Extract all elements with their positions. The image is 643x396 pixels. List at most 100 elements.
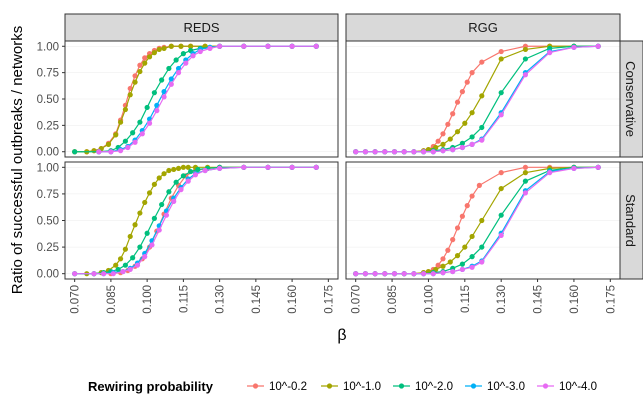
data-point — [522, 190, 529, 196]
data-point — [185, 178, 191, 184]
x-tick-label: 0.085 — [106, 285, 118, 314]
data-point — [498, 48, 504, 55]
data-point — [175, 65, 182, 72]
legend-key-point — [542, 383, 549, 389]
facet-row-strip-conservative: Conservative — [619, 40, 643, 158]
x-tick-label: 0.175 — [605, 285, 617, 314]
y-tick-label: 0.75 — [37, 189, 59, 201]
y-tick-label: 1.00 — [37, 41, 59, 53]
data-point — [151, 90, 157, 96]
data-point — [175, 70, 182, 76]
legend-item-10-1-0: 10^-1.0 — [321, 381, 381, 393]
data-point — [440, 141, 446, 147]
data-point — [462, 244, 468, 250]
data-point — [137, 68, 143, 75]
data-point — [498, 112, 504, 118]
data-point — [120, 268, 126, 275]
data-point — [117, 119, 124, 125]
facet-column-strip-reds: REDS — [64, 13, 339, 42]
data-point — [382, 271, 388, 277]
data-point — [173, 179, 179, 185]
data-point — [202, 167, 208, 174]
data-point — [132, 79, 138, 85]
data-point — [161, 94, 167, 100]
x-tick-label: 0.085 — [387, 285, 399, 314]
facet-column-label-rgg: RGG — [468, 20, 498, 35]
data-point — [391, 271, 398, 277]
data-point — [151, 215, 157, 221]
data-point — [459, 144, 465, 151]
data-point — [168, 76, 174, 82]
data-point — [171, 198, 177, 204]
data-point — [469, 134, 475, 140]
data-point — [137, 244, 143, 250]
legend-item-label: 10^-1.0 — [343, 381, 381, 393]
y-tick-label: 0.00 — [37, 147, 59, 159]
data-point — [469, 233, 475, 240]
data-point — [161, 45, 167, 51]
data-point — [113, 262, 119, 268]
data-point — [445, 247, 451, 253]
data-point — [144, 104, 150, 111]
data-point — [175, 165, 182, 171]
legend-item-label: 10^-3.0 — [487, 381, 525, 393]
data-point — [217, 43, 223, 49]
data-point — [159, 77, 165, 83]
data-point — [435, 262, 441, 268]
data-point — [440, 148, 446, 154]
series-10-4-0 — [353, 43, 601, 155]
data-point — [289, 43, 295, 49]
data-point — [117, 148, 124, 154]
panel-border — [345, 161, 621, 280]
data-point — [450, 147, 456, 153]
data-point — [127, 92, 133, 98]
data-point — [313, 164, 319, 170]
data-point — [168, 81, 174, 87]
data-point — [522, 170, 529, 176]
data-point — [105, 141, 112, 147]
data-point — [151, 50, 157, 56]
data-point — [72, 149, 78, 155]
series-10-4-0 — [96, 43, 319, 155]
data-point — [595, 164, 601, 170]
data-point — [178, 187, 184, 193]
data-point — [353, 271, 359, 277]
y-tick-label: 1.00 — [37, 162, 59, 174]
data-point — [450, 111, 456, 117]
data-point — [146, 120, 153, 126]
data-point — [362, 149, 368, 155]
data-point — [146, 54, 153, 60]
data-point — [265, 164, 271, 170]
data-point — [113, 132, 119, 138]
data-point — [498, 170, 504, 176]
data-point — [122, 138, 128, 144]
y-tick-label: 0.50 — [37, 216, 59, 228]
legend-item-label: 10^-0.2 — [269, 381, 307, 393]
data-point — [498, 56, 504, 62]
data-point — [479, 93, 485, 99]
x-tick-label: 0.145 — [533, 285, 545, 314]
data-point — [137, 210, 143, 216]
data-point — [217, 165, 223, 171]
data-point — [498, 90, 504, 96]
data-point — [146, 190, 153, 196]
data-point — [241, 43, 247, 49]
data-point — [571, 165, 577, 171]
y-tick-label: 0.75 — [37, 68, 59, 80]
data-point — [142, 60, 148, 66]
data-point — [372, 271, 378, 277]
data-point — [161, 171, 167, 177]
data-point — [464, 203, 470, 209]
data-point — [207, 45, 213, 51]
data-point — [469, 110, 475, 116]
legend-key-point — [398, 383, 405, 389]
data-point — [185, 164, 191, 170]
data-point — [401, 271, 407, 277]
facet-column-label-reds: REDS — [183, 20, 219, 35]
data-point — [313, 43, 319, 49]
y-tick-label: 0.50 — [37, 94, 59, 106]
data-point — [149, 242, 155, 248]
data-point — [161, 89, 167, 95]
legend-item-label: 10^-4.0 — [559, 381, 597, 393]
data-point — [168, 43, 174, 49]
